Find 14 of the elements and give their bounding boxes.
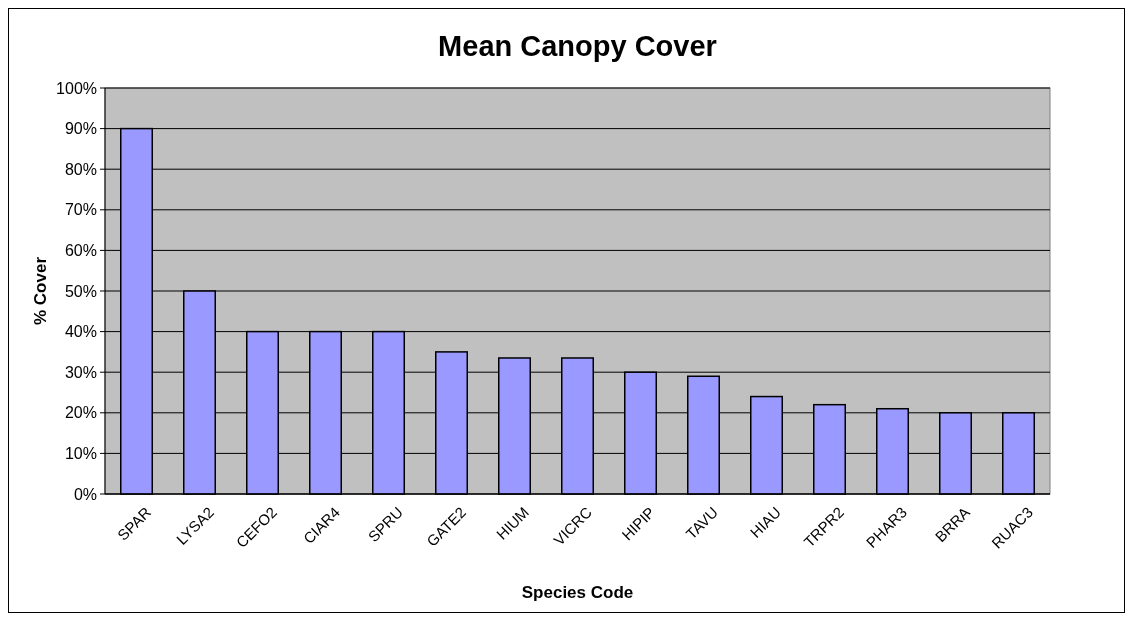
y-tick-label: 100% [56, 79, 97, 97]
chart-title: Mean Canopy Cover [438, 30, 717, 62]
y-tick-label: 70% [64, 201, 97, 219]
y-axis-title: % Cover [31, 256, 50, 326]
y-tick-label: 10% [64, 445, 97, 462]
y-tick-label: 30% [64, 363, 97, 381]
y-tick-label: 60% [64, 242, 97, 259]
y-tick-label: 80% [64, 160, 97, 178]
y-tick-label: 0% [73, 485, 97, 503]
y-tick-label: 20% [64, 404, 97, 422]
y-tick-label: 50% [64, 282, 97, 300]
y-tick-label: 40% [64, 323, 97, 341]
y-tick-label: 90% [64, 120, 97, 138]
x-axis-title: Species Code [521, 583, 634, 602]
